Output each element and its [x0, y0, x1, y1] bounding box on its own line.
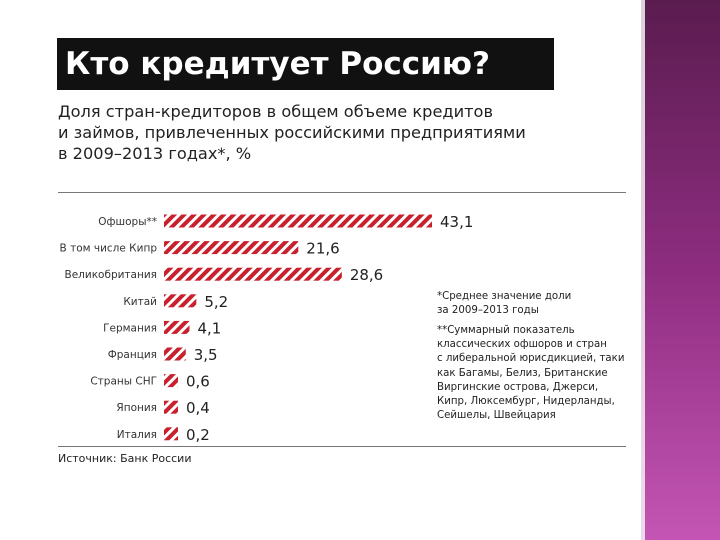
category-label: Китай [123, 296, 157, 308]
subtitle-line: и займов, привлеченных российскими предп… [58, 123, 526, 142]
value-label: 5,2 [204, 293, 228, 311]
value-label: 4,1 [197, 319, 221, 337]
footnote-line: за 2009–2013 годы [437, 305, 539, 317]
bottom-divider [58, 446, 626, 447]
category-label: В том числе Кипр [60, 243, 158, 255]
category-label: Страны СНГ [90, 376, 157, 388]
value-label: 21,6 [306, 240, 339, 258]
bar [164, 267, 342, 281]
side-panel-edge [641, 0, 645, 540]
category-label: Япония [116, 402, 157, 414]
footnote-average: *Среднее значение доли за 2009–2013 годы [437, 290, 637, 318]
subtitle-line: Доля стран-кредиторов в общем объеме кре… [58, 102, 493, 121]
footnote-line: **Суммарный показатель [437, 325, 575, 336]
footnote-line: с либеральной юрисдикцией, таки [437, 353, 625, 365]
value-label: 0,4 [186, 399, 210, 417]
value-label: 28,6 [350, 266, 383, 284]
bar [164, 374, 178, 388]
footnote-line: Виргинские острова, Джерси, [437, 381, 599, 393]
value-label: 0,2 [186, 426, 210, 444]
chart-title: Кто кредитует Россию? [57, 38, 554, 90]
footnote-line: *Среднее значение доли [437, 291, 572, 302]
category-label: Германия [103, 322, 157, 334]
category-label: Офшоры** [98, 216, 157, 228]
footnote-line: Кипр, Люксембург, Нидерланды, [437, 396, 615, 408]
value-label: 3,5 [194, 346, 218, 364]
top-divider [58, 192, 626, 193]
value-label: 0,6 [186, 373, 210, 391]
bar [164, 294, 197, 308]
value-label: 43,1 [440, 213, 473, 231]
category-label: Франция [108, 349, 157, 361]
bars-group: Офшоры** 43,1 В том числе Кипр 21,6 Великобр… [60, 213, 474, 444]
source-note: Источник: Банк России [58, 452, 192, 465]
subtitle-line: в 2009–2013 годах*, % [58, 144, 252, 163]
side-panel [641, 0, 720, 540]
bar [164, 241, 299, 255]
bar [164, 320, 190, 334]
bar [164, 400, 178, 414]
bar [164, 427, 178, 441]
category-label: Великобритания [65, 269, 158, 281]
footnote-line: классических офшоров и стран [437, 339, 607, 351]
chart-subtitle: Доля стран-кредиторов в общем объеме кре… [58, 101, 628, 164]
footnote-line: как Багамы, Белиз, Британские [437, 367, 608, 379]
bar [164, 347, 186, 361]
bar [164, 214, 432, 228]
footnote-offshore: **Суммарный показатель классических офшо… [437, 324, 637, 423]
category-label: Италия [117, 429, 157, 441]
footnote-line: Сейшелы, Швейцария [437, 410, 556, 422]
